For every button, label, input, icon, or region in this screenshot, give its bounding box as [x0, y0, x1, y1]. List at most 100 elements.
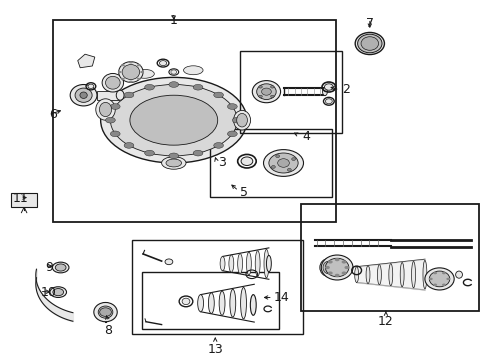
Circle shape — [261, 88, 271, 95]
Ellipse shape — [354, 267, 358, 283]
Ellipse shape — [220, 256, 224, 271]
Ellipse shape — [53, 289, 63, 296]
Ellipse shape — [213, 143, 223, 148]
Ellipse shape — [161, 157, 185, 169]
Ellipse shape — [327, 260, 332, 264]
Ellipse shape — [270, 95, 273, 98]
Ellipse shape — [94, 302, 117, 322]
Ellipse shape — [118, 71, 122, 73]
Ellipse shape — [236, 113, 247, 127]
Ellipse shape — [323, 261, 333, 274]
Ellipse shape — [144, 84, 154, 90]
Ellipse shape — [122, 64, 140, 80]
Ellipse shape — [70, 85, 97, 106]
Ellipse shape — [271, 166, 275, 168]
Ellipse shape — [441, 284, 445, 286]
Ellipse shape — [164, 259, 172, 265]
Ellipse shape — [237, 253, 242, 274]
Ellipse shape — [137, 78, 141, 80]
Ellipse shape — [268, 153, 298, 173]
Ellipse shape — [52, 262, 69, 273]
Bar — [210, 129, 331, 197]
Ellipse shape — [101, 77, 246, 163]
Circle shape — [100, 308, 111, 316]
Ellipse shape — [229, 289, 235, 317]
Ellipse shape — [366, 266, 369, 284]
Ellipse shape — [344, 266, 348, 269]
Ellipse shape — [446, 278, 449, 280]
Circle shape — [277, 159, 289, 167]
Ellipse shape — [334, 274, 339, 277]
Text: 9: 9 — [45, 261, 53, 274]
Ellipse shape — [102, 73, 123, 92]
Ellipse shape — [334, 258, 339, 261]
Ellipse shape — [121, 78, 124, 80]
Ellipse shape — [255, 251, 260, 276]
Bar — [300, 204, 478, 311]
Ellipse shape — [432, 272, 436, 274]
Ellipse shape — [240, 288, 246, 319]
Ellipse shape — [424, 268, 453, 290]
Ellipse shape — [165, 159, 181, 167]
Ellipse shape — [99, 102, 111, 117]
Ellipse shape — [55, 264, 66, 271]
Bar — [53, 20, 335, 222]
Text: 4: 4 — [302, 130, 309, 143]
Text: 14: 14 — [273, 291, 289, 304]
Text: 5: 5 — [239, 186, 247, 199]
Text: 2: 2 — [341, 84, 349, 96]
Ellipse shape — [50, 287, 66, 297]
Ellipse shape — [110, 104, 120, 109]
Text: 11: 11 — [12, 192, 28, 205]
Ellipse shape — [258, 95, 262, 98]
Ellipse shape — [182, 298, 189, 305]
Ellipse shape — [377, 265, 381, 285]
Ellipse shape — [170, 70, 176, 74]
Ellipse shape — [266, 255, 271, 272]
Ellipse shape — [144, 150, 154, 156]
Ellipse shape — [208, 293, 214, 314]
Ellipse shape — [388, 264, 392, 286]
Text: 1: 1 — [169, 14, 177, 27]
Bar — [132, 240, 303, 334]
Ellipse shape — [140, 71, 144, 73]
Ellipse shape — [124, 143, 134, 148]
Polygon shape — [78, 54, 95, 68]
Ellipse shape — [325, 99, 331, 104]
Ellipse shape — [105, 117, 115, 123]
Ellipse shape — [399, 262, 403, 287]
Ellipse shape — [219, 291, 224, 315]
Ellipse shape — [129, 61, 133, 63]
Text: 13: 13 — [207, 343, 223, 356]
Ellipse shape — [354, 32, 384, 55]
Ellipse shape — [441, 272, 445, 274]
Ellipse shape — [119, 62, 143, 82]
Ellipse shape — [263, 150, 303, 176]
Ellipse shape — [116, 90, 124, 100]
Ellipse shape — [124, 92, 134, 98]
Ellipse shape — [432, 284, 436, 286]
Ellipse shape — [227, 104, 237, 109]
Ellipse shape — [193, 84, 203, 90]
Ellipse shape — [324, 84, 332, 90]
Bar — [239, 51, 341, 133]
Ellipse shape — [256, 84, 276, 99]
Ellipse shape — [137, 64, 141, 66]
Ellipse shape — [428, 278, 432, 280]
Ellipse shape — [159, 60, 166, 66]
Ellipse shape — [360, 37, 378, 50]
Ellipse shape — [341, 271, 346, 275]
Ellipse shape — [183, 66, 203, 75]
Ellipse shape — [168, 153, 178, 159]
Text: 6: 6 — [49, 108, 57, 121]
Ellipse shape — [252, 81, 280, 103]
Ellipse shape — [275, 155, 279, 158]
Ellipse shape — [270, 86, 273, 88]
Ellipse shape — [98, 306, 113, 318]
Ellipse shape — [321, 255, 352, 280]
Ellipse shape — [121, 64, 124, 66]
Ellipse shape — [80, 92, 87, 98]
Ellipse shape — [233, 111, 250, 130]
Ellipse shape — [264, 249, 268, 278]
Ellipse shape — [213, 92, 223, 98]
